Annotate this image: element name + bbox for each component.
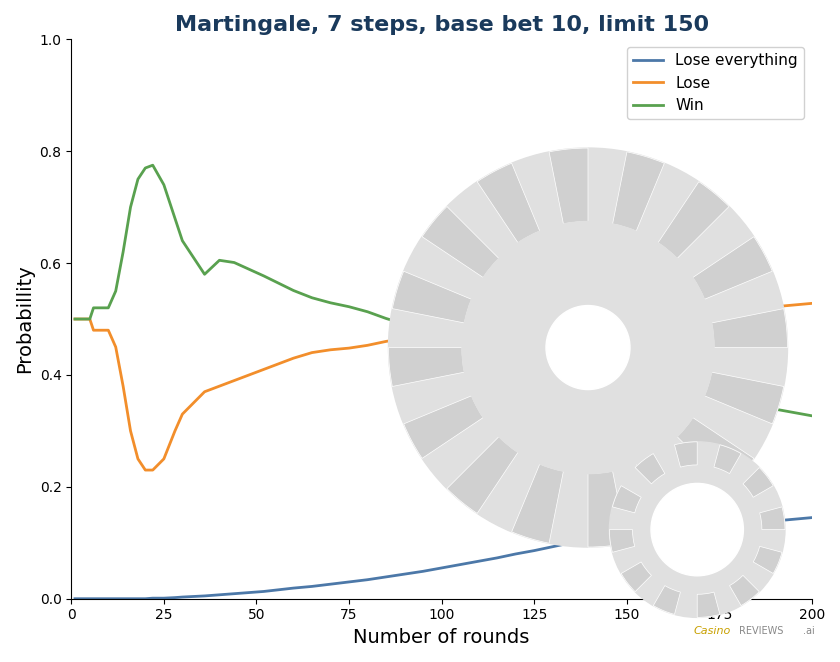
Circle shape	[651, 483, 743, 576]
Wedge shape	[404, 396, 483, 458]
Lose everything	[200, 592, 210, 600]
Win	[714, 395, 724, 403]
Wedge shape	[729, 575, 759, 606]
Lose everything	[696, 518, 706, 526]
Wedge shape	[711, 308, 788, 348]
Win	[133, 175, 143, 183]
Win	[214, 256, 224, 264]
Wedge shape	[635, 453, 665, 484]
Lose	[214, 382, 224, 390]
Lose	[788, 301, 798, 309]
X-axis label: Number of rounds: Number of rounds	[354, 628, 530, 647]
Lose	[70, 315, 80, 323]
Lose	[111, 343, 121, 351]
Lose everything	[133, 594, 143, 602]
Lose	[140, 466, 150, 474]
Lose everything	[92, 594, 102, 602]
Lose everything	[111, 594, 121, 602]
Wedge shape	[610, 530, 635, 552]
Lose	[714, 308, 724, 316]
Win	[788, 408, 798, 416]
Lose everything	[788, 515, 798, 523]
Line: Lose: Lose	[75, 303, 812, 470]
Wedge shape	[753, 546, 782, 573]
Wedge shape	[743, 467, 773, 497]
Wedge shape	[658, 181, 729, 258]
Wedge shape	[636, 452, 699, 532]
Wedge shape	[759, 507, 785, 530]
Wedge shape	[622, 562, 652, 592]
Wedge shape	[612, 152, 664, 231]
Win	[70, 315, 80, 323]
Wedge shape	[392, 271, 471, 323]
Wedge shape	[423, 207, 499, 277]
Lose	[133, 455, 143, 463]
Wedge shape	[693, 237, 772, 299]
Win	[807, 412, 817, 420]
Wedge shape	[677, 418, 753, 489]
Line: Win: Win	[75, 166, 812, 416]
Circle shape	[638, 469, 758, 590]
Wedge shape	[612, 486, 641, 513]
Text: REVIEWS: REVIEWS	[739, 626, 784, 636]
Lose everything	[807, 514, 817, 522]
Wedge shape	[714, 445, 741, 473]
Circle shape	[546, 306, 630, 389]
Lose	[807, 299, 817, 307]
Wedge shape	[588, 471, 627, 547]
Legend: Lose everything, Lose, Win: Lose everything, Lose, Win	[627, 47, 804, 119]
Wedge shape	[675, 442, 697, 467]
Win	[111, 287, 121, 295]
Y-axis label: Probabillity: Probabillity	[15, 265, 34, 373]
Win	[148, 162, 158, 169]
Circle shape	[388, 148, 788, 547]
Wedge shape	[549, 148, 588, 224]
Text: .ai: .ai	[803, 626, 815, 636]
Wedge shape	[512, 464, 564, 544]
Circle shape	[462, 222, 714, 473]
Wedge shape	[477, 164, 540, 243]
Wedge shape	[705, 372, 784, 424]
Lose	[92, 326, 102, 334]
Lose everything	[70, 594, 80, 602]
Text: Casino: Casino	[694, 626, 731, 636]
Line: Lose everything: Lose everything	[75, 518, 812, 598]
Wedge shape	[388, 348, 465, 387]
Circle shape	[610, 442, 785, 618]
Win	[92, 304, 102, 312]
Wedge shape	[447, 437, 518, 514]
Title: Martingale, 7 steps, base bet 10, limit 150: Martingale, 7 steps, base bet 10, limit …	[175, 15, 709, 35]
Wedge shape	[654, 586, 680, 614]
Wedge shape	[697, 592, 720, 618]
